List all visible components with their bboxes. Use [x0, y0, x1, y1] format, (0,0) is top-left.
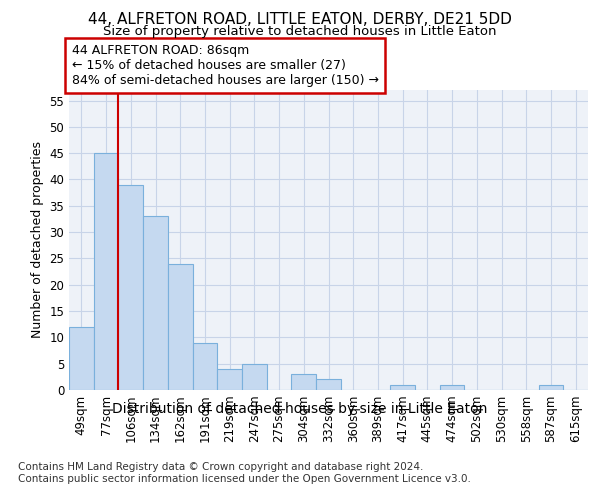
- Bar: [193, 342, 217, 390]
- Bar: [242, 364, 267, 390]
- Bar: [94, 153, 118, 390]
- Text: 44, ALFRETON ROAD, LITTLE EATON, DERBY, DE21 5DD: 44, ALFRETON ROAD, LITTLE EATON, DERBY, …: [88, 12, 512, 28]
- Bar: [168, 264, 193, 390]
- Bar: [118, 184, 143, 390]
- Text: Distribution of detached houses by size in Little Eaton: Distribution of detached houses by size …: [112, 402, 488, 416]
- Text: 44 ALFRETON ROAD: 86sqm
← 15% of detached houses are smaller (27)
84% of semi-de: 44 ALFRETON ROAD: 86sqm ← 15% of detache…: [71, 44, 379, 87]
- Y-axis label: Number of detached properties: Number of detached properties: [31, 142, 44, 338]
- Bar: [316, 380, 341, 390]
- Bar: [440, 384, 464, 390]
- Bar: [390, 384, 415, 390]
- Bar: [69, 327, 94, 390]
- Bar: [143, 216, 168, 390]
- Bar: [539, 384, 563, 390]
- Text: Size of property relative to detached houses in Little Eaton: Size of property relative to detached ho…: [103, 25, 497, 38]
- Text: Contains HM Land Registry data © Crown copyright and database right 2024.
Contai: Contains HM Land Registry data © Crown c…: [18, 462, 471, 484]
- Bar: [217, 369, 242, 390]
- Bar: [292, 374, 316, 390]
